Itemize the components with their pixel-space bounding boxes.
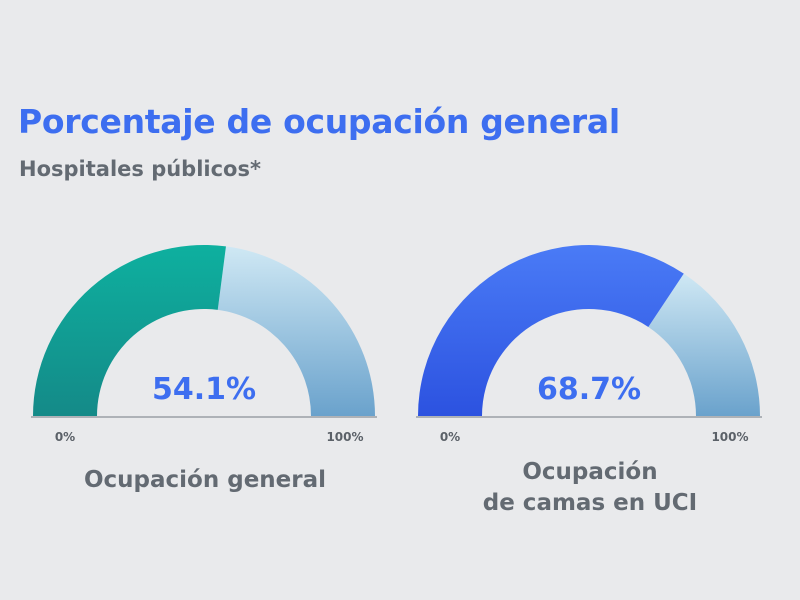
gauge-ocupacion-uci: 68.7% 0% 100% (416, 245, 762, 444)
gauge-fill (33, 244, 226, 416)
gauge-label-ocupacion-uci: Ocupación de camas en UCI (430, 457, 750, 519)
gauge-max-label: 100% (711, 430, 748, 444)
gauge-label-line: Ocupación general (83, 467, 327, 493)
gauge-ocupacion-general: 54.1% 0% 100% (31, 244, 377, 444)
gauge-label-ocupacion-general: Ocupación general (45, 465, 365, 496)
gauge-label-line: Ocupación (522, 459, 658, 485)
gauge-track (648, 273, 760, 416)
gauge-value-label: 68.7% (537, 372, 641, 407)
gauge-label-line: de camas en UCI (482, 490, 698, 516)
gauge-value-label: 54.1% (152, 372, 256, 407)
gauge-track (217, 246, 375, 416)
gauge-max-label: 100% (326, 430, 363, 444)
chart-title: Porcentaje de ocupación general (18, 102, 620, 141)
chart-subtitle: Hospitales públicos* (19, 157, 261, 181)
gauge-min-label: 0% (440, 430, 460, 444)
gauge-min-label: 0% (55, 430, 75, 444)
gauge-fill (418, 245, 684, 416)
